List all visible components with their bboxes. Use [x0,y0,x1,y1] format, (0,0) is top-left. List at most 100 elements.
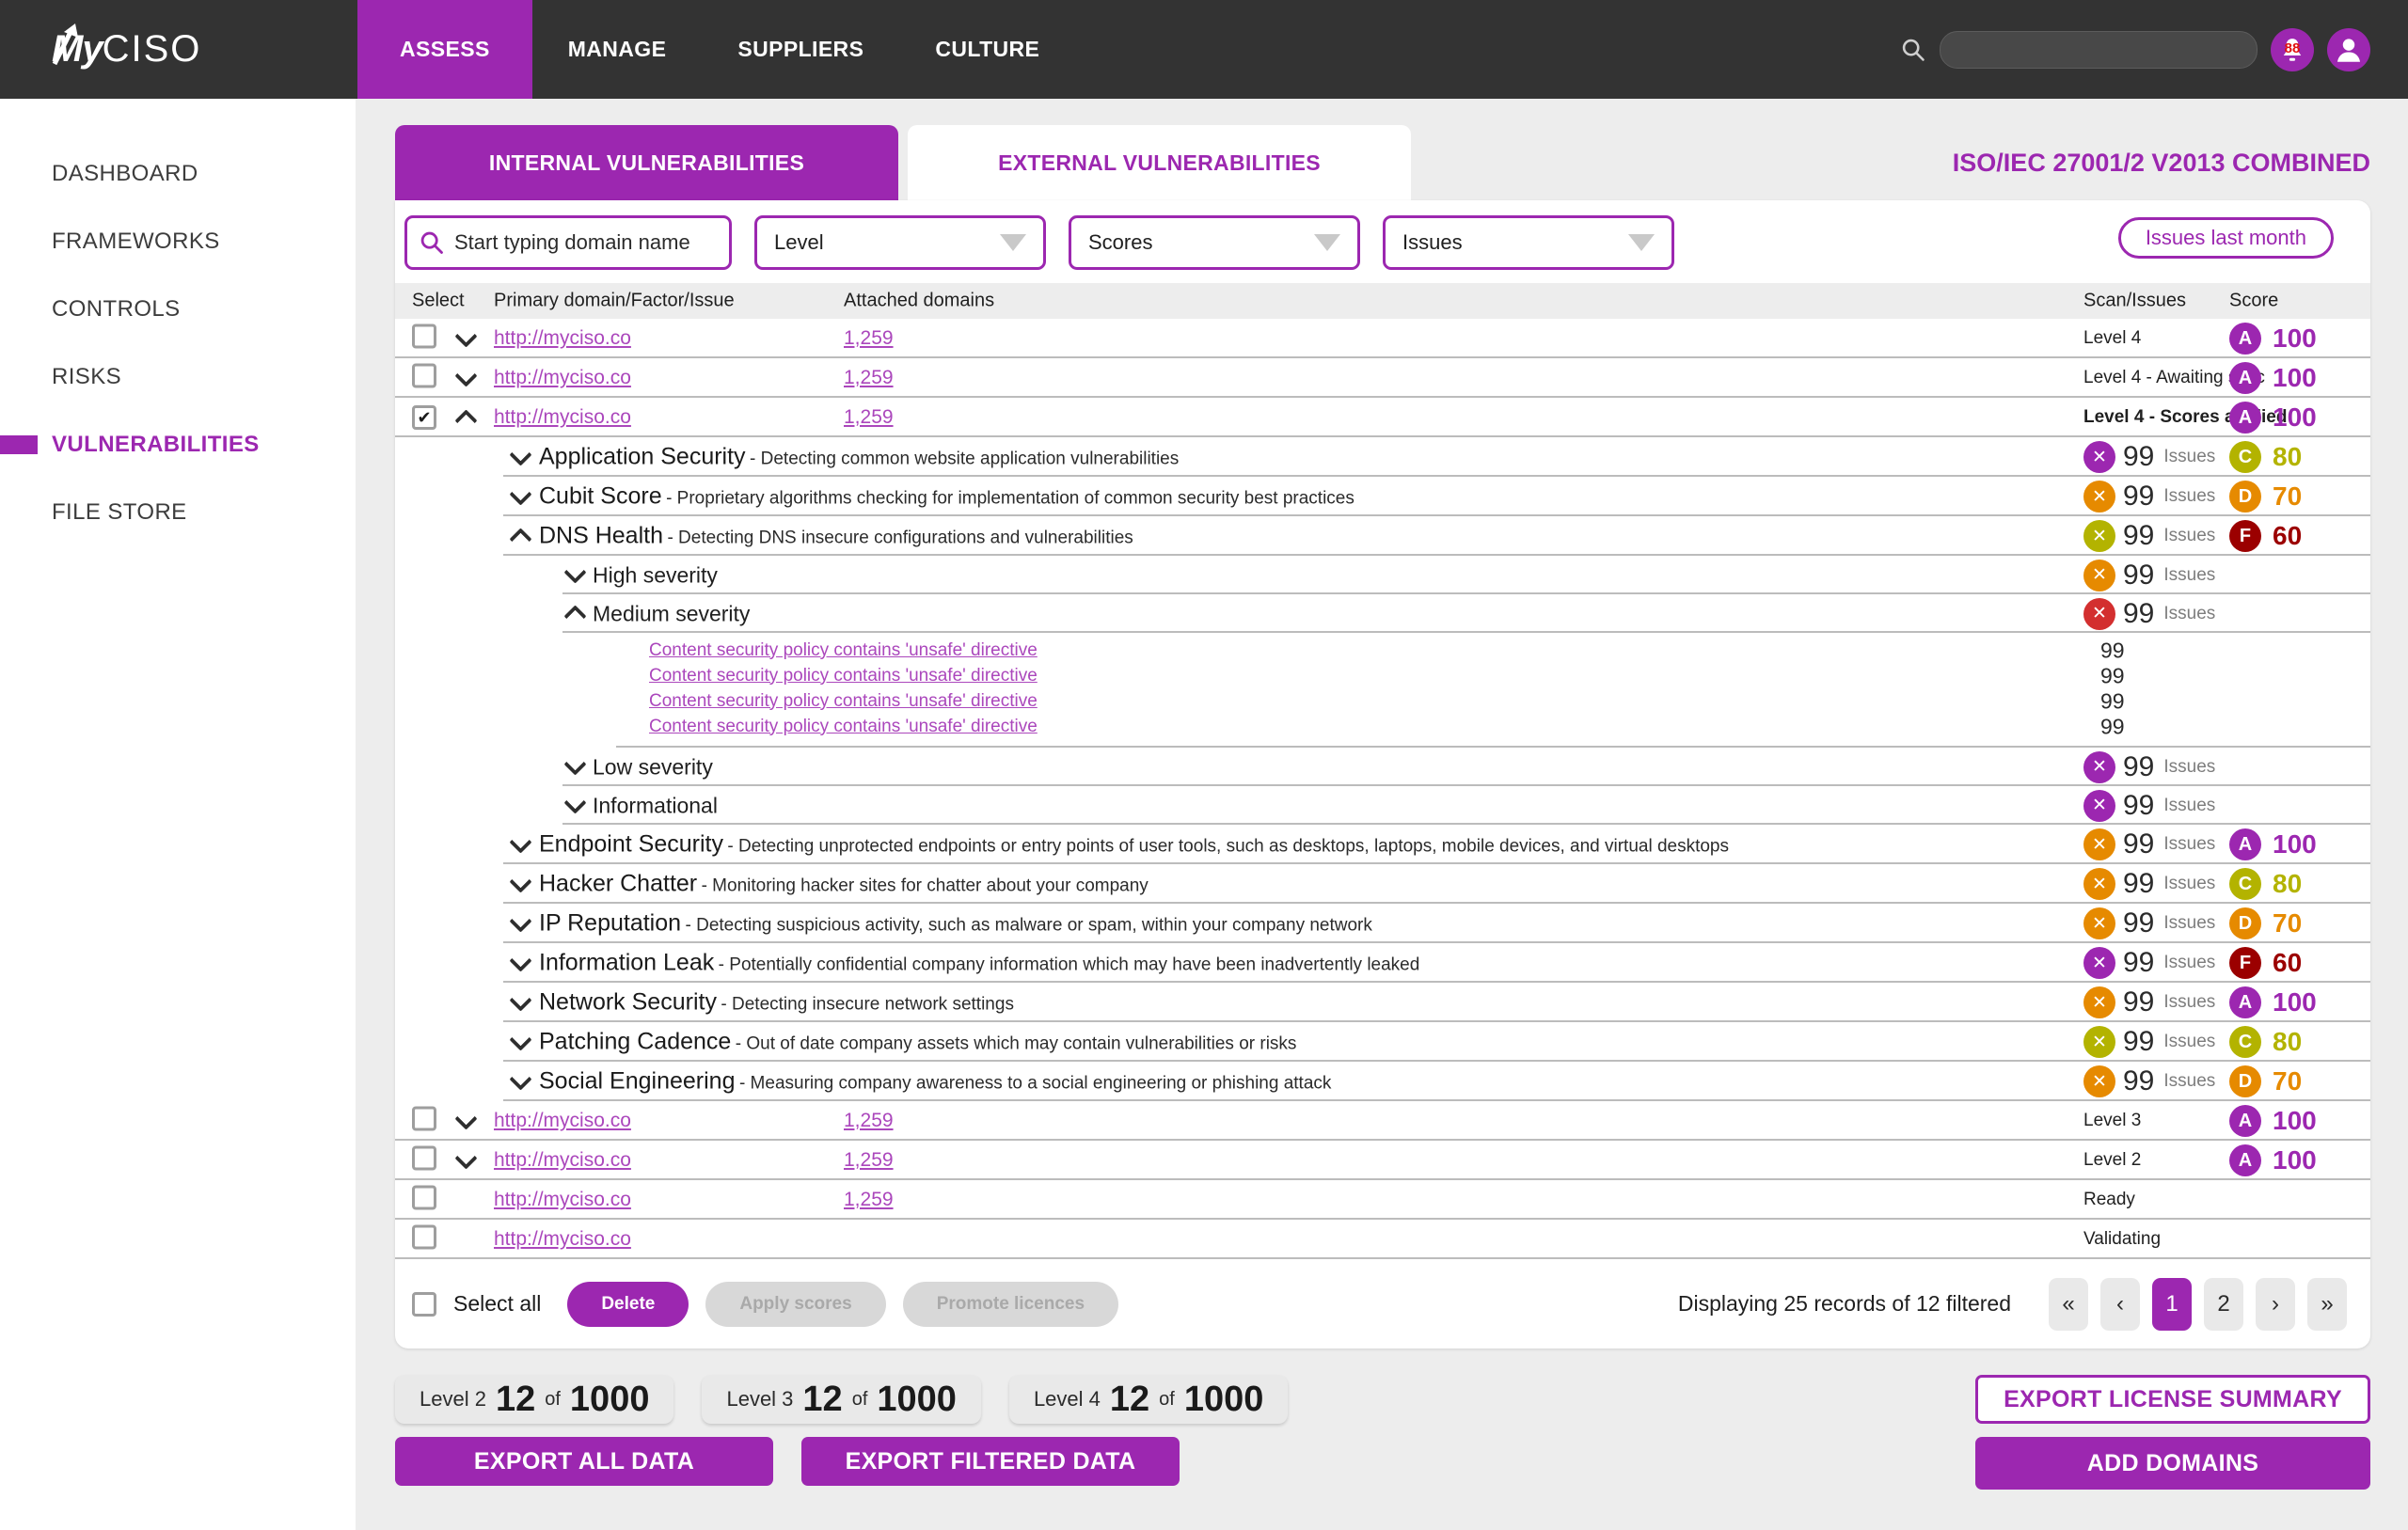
issues-last-month-button[interactable]: Issues last month [2117,217,2334,259]
chevron-down-icon[interactable] [453,324,478,348]
row-checkbox[interactable] [412,363,436,388]
domain-link[interactable]: http://myciso.co [494,1228,631,1250]
domain-search-input[interactable] [452,229,691,256]
chevron-down-icon[interactable] [508,870,532,893]
issues-filter-label: Issues [1402,230,1463,254]
export-filtered-data-button[interactable]: EXPORT FILTERED DATA [801,1437,1180,1486]
chevron-down-icon[interactable] [453,1146,478,1170]
factor-row: Social Engineering - Measuring company a… [395,1062,2370,1101]
issue-count: 99 [2100,688,2125,713]
chevron-down-icon[interactable] [508,988,532,1012]
domain-link[interactable]: http://myciso.co [494,327,631,349]
user-avatar[interactable] [2327,27,2370,71]
nav-item-assess[interactable]: ASSESS [357,0,532,99]
factor-description: - Proprietary algorithms checking for im… [666,488,1354,509]
issues-label: Issues [2163,992,2216,1012]
export-all-data-button[interactable]: EXPORT ALL DATA [395,1437,773,1486]
domain-link[interactable]: http://myciso.co [494,406,631,428]
issues-label: Issues [2163,913,2216,933]
pagination-page-1[interactable]: 1 [2152,1277,2192,1331]
chevron-down-icon[interactable] [508,949,532,972]
chevron-down-icon[interactable] [508,1067,532,1091]
promote-licences-button[interactable]: Promote licences [902,1281,1119,1327]
delete-button[interactable]: Delete [567,1281,689,1327]
chevron-down-icon[interactable] [562,752,587,777]
issues-filter-dropdown[interactable]: Issues [1383,215,1674,270]
sidebar-item-file-store[interactable]: FILE STORE [52,499,187,525]
chevron-down-icon[interactable] [453,1107,478,1130]
factor-description: - Detecting suspicious activity, such as… [685,915,1372,936]
nav-item-culture[interactable]: CULTURE [935,37,1040,61]
issue-row: Content security policy contains 'unsafe… [395,663,2370,688]
stat-total: 1000 [877,1379,957,1419]
grade-badge: A [2229,1144,2261,1176]
pagination-first-button[interactable]: « [2049,1277,2088,1331]
pagination-next-button[interactable]: › [2256,1277,2295,1331]
notifications-button[interactable]: 88 [2271,27,2314,71]
sidebar-item-frameworks[interactable]: FRAMEWORKS [52,229,220,254]
pagination-prev-button[interactable]: ‹ [2100,1277,2140,1331]
attached-domains-link[interactable]: 1,259 [844,327,894,349]
chevron-up-icon[interactable] [508,527,532,550]
stat-total: 1000 [569,1379,650,1419]
row-checkbox[interactable] [412,1106,436,1131]
row-checkbox[interactable] [412,1185,436,1210]
nav-item-suppliers[interactable]: SUPPLIERS [737,37,864,61]
stat-count: 12 [802,1379,843,1419]
level-filter-dropdown[interactable]: Level [754,215,1046,270]
row-checkbox[interactable] [412,1224,436,1250]
sidebar-item-controls[interactable]: CONTROLS [52,296,181,322]
row-checkbox[interactable] [412,405,436,430]
score-value: 80 [2273,1027,2303,1056]
row-checkbox[interactable] [412,1145,436,1171]
attached-domains-link[interactable]: 1,259 [844,406,894,428]
severity-row: High severity 99 Issues [395,556,2370,594]
issues-x-icon [2083,986,2115,1018]
issue-link[interactable]: Content security policy contains 'unsafe… [649,665,1038,686]
domain-link[interactable]: http://myciso.co [494,1149,631,1171]
chevron-down-icon[interactable] [508,909,532,933]
pagination-page-2[interactable]: 2 [2204,1277,2243,1331]
row-checkbox[interactable] [412,323,436,349]
issue-link[interactable]: Content security policy contains 'unsafe… [649,690,1038,711]
domain-link[interactable]: http://myciso.co [494,367,631,388]
chevron-down-icon[interactable] [508,482,532,506]
level-4-stat: Level 4 12 of 1000 [1008,1375,1289,1424]
tab-external-vulnerabilities[interactable]: EXTERNAL VULNERABILITIES [908,125,1411,200]
tab-internal-vulnerabilities[interactable]: INTERNAL VULNERABILITIES [395,125,898,200]
export-license-summary-button[interactable]: EXPORT LICENSE SUMMARY [1975,1375,2370,1424]
header-score: Score [2229,290,2279,311]
domain-link[interactable]: http://myciso.co [494,1110,631,1131]
issues-label: Issues [2163,834,2216,854]
scores-filter-dropdown[interactable]: Scores [1069,215,1360,270]
add-domains-button[interactable]: ADD DOMAINS [1975,1437,2370,1490]
select-all-checkbox[interactable] [412,1291,436,1317]
attached-domains-link[interactable]: 1,259 [844,367,894,388]
chevron-up-icon[interactable] [562,605,587,628]
issue-link[interactable]: Content security policy contains 'unsafe… [649,716,1038,736]
factor-row: Application Security - Detecting common … [395,437,2370,477]
global-search-input[interactable] [1940,30,2258,69]
issue-link[interactable]: Content security policy contains 'unsafe… [649,639,1038,660]
issues-x-icon [2083,597,2115,630]
chevron-down-icon[interactable] [453,364,478,387]
factor-row: Endpoint Security - Detecting unprotecte… [395,825,2370,864]
sidebar-item-vulnerabilities[interactable]: VULNERABILITIES [0,411,356,479]
attached-domains-link[interactable]: 1,259 [844,1149,894,1171]
attached-domains-link[interactable]: 1,259 [844,1189,894,1210]
sidebar-item-risks[interactable]: RISKS [52,364,122,389]
domain-link[interactable]: http://myciso.co [494,1189,631,1210]
attached-domains-link[interactable]: 1,259 [844,1110,894,1131]
issues-count: 99 [2123,789,2155,821]
chevron-down-icon[interactable] [508,1028,532,1051]
chevron-down-icon[interactable] [562,791,587,815]
chevron-down-icon[interactable] [562,560,587,585]
apply-scores-button[interactable]: Apply scores [705,1281,886,1327]
chevron-down-icon[interactable] [508,830,532,854]
nav-item-manage[interactable]: MANAGE [567,37,667,61]
chevron-up-icon[interactable] [453,408,478,432]
pagination-last-button[interactable]: » [2307,1277,2347,1331]
chevron-down-icon[interactable] [508,443,532,466]
pagination: « ‹ 1 2 › » [2049,1277,2347,1331]
sidebar-item-dashboard[interactable]: DASHBOARD [52,161,198,186]
